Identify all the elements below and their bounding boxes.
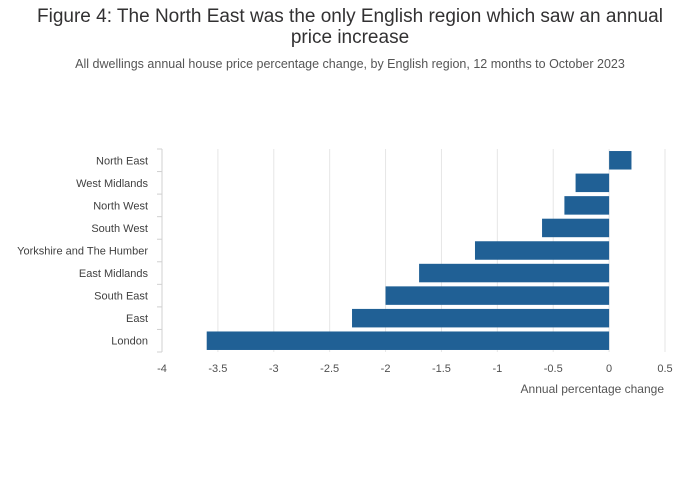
y-axis: North East West Midlands North West South W…	[17, 148, 163, 353]
x-axis-title: Annual percentage change	[521, 382, 665, 396]
x-tick-label: -0.5	[544, 363, 563, 375]
category-label: East Midlands	[79, 268, 149, 280]
x-tick-label: -1	[492, 363, 502, 375]
bar-east-midlands	[419, 263, 610, 283]
bars	[206, 151, 632, 350]
bar-east	[352, 308, 610, 328]
bar-yorkshire-and-the-humber	[474, 241, 610, 260]
bar-london	[206, 331, 610, 350]
bar-west-midlands	[575, 173, 610, 193]
x-axis-ticks: -4 -3.5 -3 -2.5 -2 -1.5 -1 -0.5 0 0.5	[157, 363, 673, 375]
category-label: North West	[93, 200, 148, 212]
bar-north-east	[609, 151, 632, 170]
x-tick-label: 0.5	[657, 363, 672, 375]
category-label: London	[111, 336, 148, 348]
category-label: South West	[91, 223, 148, 235]
chart-title: Figure 4: The North East was the only En…	[37, 6, 663, 48]
x-tick-label: -3.5	[208, 363, 227, 375]
x-tick-label: -1.5	[432, 363, 451, 375]
bar-north-west	[564, 196, 610, 215]
x-tick-label: -4	[157, 363, 167, 375]
category-label: East	[126, 313, 148, 325]
bar-south-east	[385, 286, 610, 305]
bar-south-west	[542, 218, 610, 238]
category-label: North East	[96, 155, 148, 167]
category-label: Yorkshire and The Humber	[17, 246, 148, 258]
category-label: South East	[94, 291, 148, 303]
x-tick-label: -2	[381, 363, 391, 375]
x-tick-label: -3	[269, 363, 279, 375]
chart-subtitle: All dwellings annual house price percent…	[75, 57, 625, 71]
x-tick-label: 0	[606, 363, 612, 375]
category-label: West Midlands	[76, 178, 148, 190]
x-tick-label: -2.5	[320, 363, 339, 375]
